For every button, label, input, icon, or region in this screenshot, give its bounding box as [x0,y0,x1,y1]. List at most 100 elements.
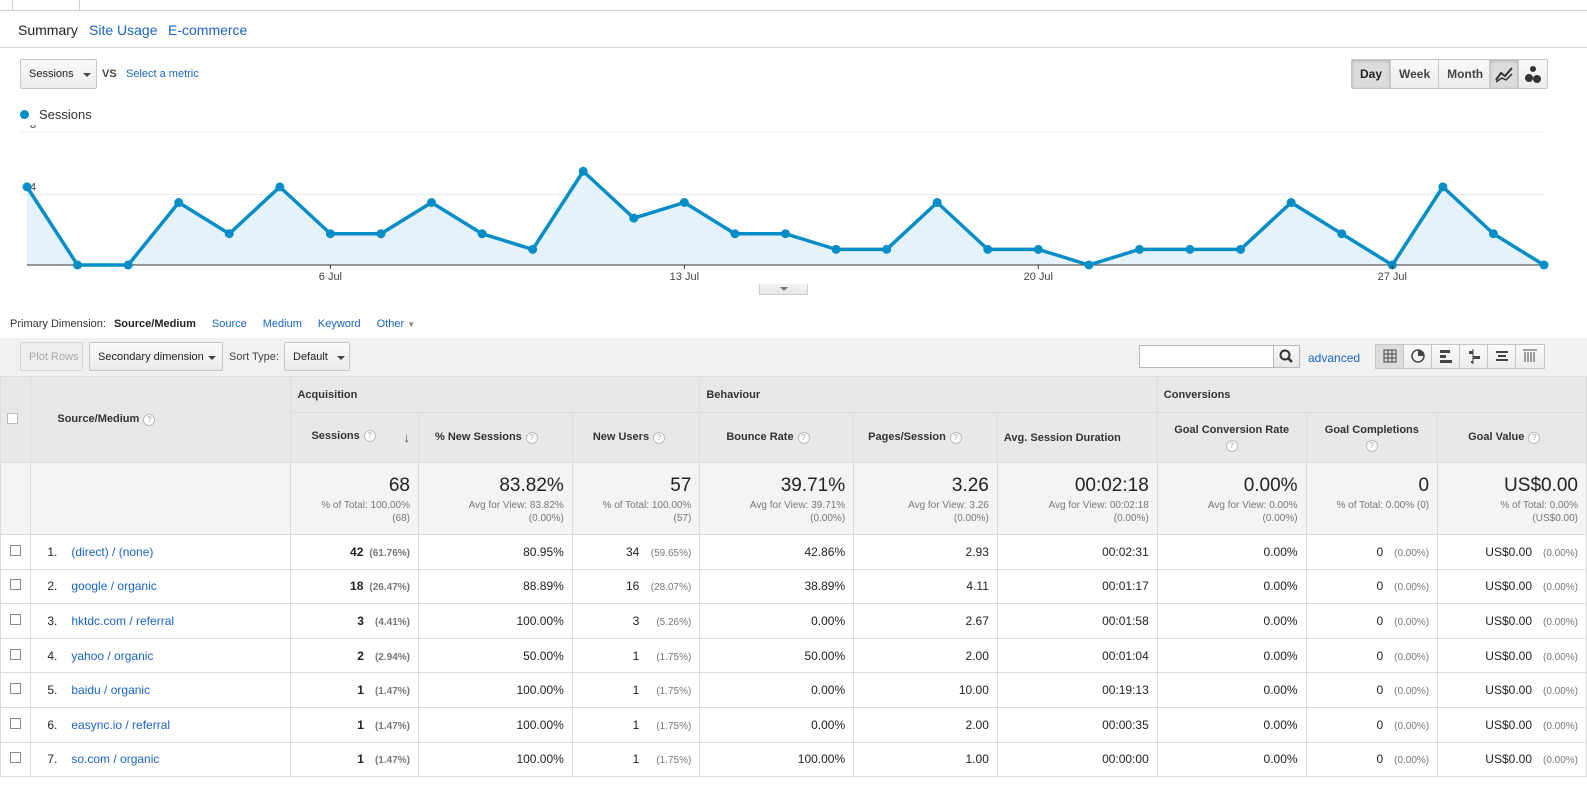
percentage-view-button[interactable] [1404,345,1432,368]
help-icon[interactable]: ? [949,431,962,444]
table-cell: 50.00% [417,637,573,674]
week-button[interactable]: Week [1391,60,1440,88]
dimension-source[interactable]: Source [211,318,247,330]
help-icon[interactable]: ? [653,431,666,444]
data-point[interactable] [1337,229,1347,239]
month-button[interactable]: Month [1447,67,1484,81]
data-point[interactable] [477,229,487,239]
data-point[interactable] [1084,260,1094,270]
help-icon[interactable]: ? [525,431,538,444]
advanced-filter-link[interactable]: advanced [1308,351,1361,365]
tab-summary[interactable]: Summary [18,22,78,38]
data-point[interactable] [882,244,892,254]
col-avg-duration[interactable]: Avg. Session Duration [996,412,1158,463]
help-icon[interactable]: ? [1528,431,1541,444]
chart-legend: Sessions [20,107,92,122]
line-chart-button[interactable] [1490,60,1519,88]
plot-rows-button[interactable]: Plot Rows [20,342,83,371]
dimension-medium[interactable]: Medium [262,318,302,330]
col-new-users[interactable]: New Users? [571,412,701,463]
data-point[interactable] [679,198,689,207]
source-medium-link[interactable]: easync.io / referral [71,717,171,732]
col-goal-completions[interactable]: Goal Completions? [1305,412,1439,463]
data-point[interactable] [1185,244,1195,254]
tab-site-usage[interactable]: Site Usage [89,22,158,38]
data-point[interactable] [1438,182,1448,192]
help-icon[interactable]: ? [1225,439,1238,452]
data-point[interactable] [1488,229,1498,239]
row-checkbox[interactable] [10,648,22,660]
source-medium-link[interactable]: yahoo / organic [71,648,154,663]
data-view-button[interactable] [1376,345,1404,368]
data-point[interactable] [1134,244,1144,254]
row-checkbox[interactable] [10,717,22,729]
dimension-header[interactable]: Source/Medium? [30,376,292,463]
data-point[interactable] [1033,244,1043,254]
data-point[interactable] [629,213,639,223]
col-pages-session[interactable]: Pages/Session? [853,412,998,463]
row-checkbox[interactable] [10,544,22,556]
day-button[interactable]: Day [1352,60,1392,88]
data-point[interactable] [123,260,133,270]
help-icon[interactable]: ? [1365,439,1378,452]
data-point[interactable] [528,244,538,254]
performance-view-button[interactable] [1432,345,1460,368]
data-point[interactable] [325,229,335,239]
new-sessions-value: 100.00% [516,717,564,732]
data-point[interactable] [427,198,437,207]
data-point[interactable] [73,260,83,270]
row-checkbox[interactable] [10,752,22,764]
source-medium-link[interactable]: google / organic [71,579,157,594]
secondary-dimension-dropdown[interactable]: Secondary dimension [89,342,223,371]
row-checkbox[interactable] [10,613,22,625]
data-point[interactable] [932,198,942,207]
col-bounce-rate[interactable]: Bounce Rate? [699,412,855,463]
tab-ecommerce[interactable]: E-commerce [168,22,248,38]
table-cell: 1.00 [853,741,998,778]
sort-type-dropdown[interactable]: Default [284,342,350,371]
col-goal-value[interactable]: Goal Value? [1437,412,1587,463]
motion-chart-button[interactable] [1519,60,1547,88]
dimension-other[interactable]: Other ▼ [377,318,416,330]
source-medium-link[interactable]: baidu / organic [71,683,151,698]
table-search-input[interactable] [1139,345,1274,368]
source-medium-link[interactable]: (direct) / (none) [71,544,154,559]
table-cell: 3. hktdc.com / referral [30,603,292,639]
data-point[interactable] [22,182,32,192]
data-point[interactable] [174,198,184,207]
source-medium-link[interactable]: hktdc.com / referral [71,613,175,628]
source-medium-link[interactable]: so.com / organic [71,752,160,767]
data-point[interactable] [730,229,740,239]
help-icon[interactable]: ? [363,430,376,443]
select-all-checkbox[interactable] [7,412,18,424]
dimension-source-medium[interactable]: Source/Medium [113,318,196,330]
col-goal-conversion-rate[interactable]: Goal Conversion Rate? [1156,412,1307,463]
row-checkbox[interactable] [10,579,22,591]
data-point[interactable] [578,166,588,176]
help-icon[interactable]: ? [797,431,810,444]
metric-dropdown[interactable]: Sessions [20,59,97,89]
help-icon[interactable]: ? [143,413,156,426]
col-new-sessions[interactable]: % New Sessions? [417,412,573,463]
data-point[interactable] [1539,260,1549,270]
data-point[interactable] [1236,244,1246,254]
data-point[interactable] [831,244,841,254]
totals-subtext: Avg for View: 0.00% [1207,500,1298,511]
search-button[interactable] [1273,345,1300,368]
col-sessions[interactable]: Sessions? ↓ [290,412,419,463]
comparison-view-button[interactable] [1460,345,1488,368]
collapse-chart-button[interactable] [759,284,808,295]
data-point[interactable] [376,229,386,239]
data-point[interactable] [224,229,234,239]
goal-value-value: US$0.00 [1485,613,1532,628]
term-cloud-view-button[interactable] [1488,345,1516,368]
data-point[interactable] [1286,198,1296,207]
report-tab[interactable] [12,0,80,11]
select-metric-link[interactable]: Select a metric [126,68,199,80]
data-point[interactable] [781,229,790,239]
pivot-view-button[interactable] [1516,345,1544,368]
row-checkbox[interactable] [10,683,22,695]
dimension-keyword[interactable]: Keyword [317,318,361,330]
data-point[interactable] [983,244,993,254]
data-point[interactable] [275,182,285,192]
